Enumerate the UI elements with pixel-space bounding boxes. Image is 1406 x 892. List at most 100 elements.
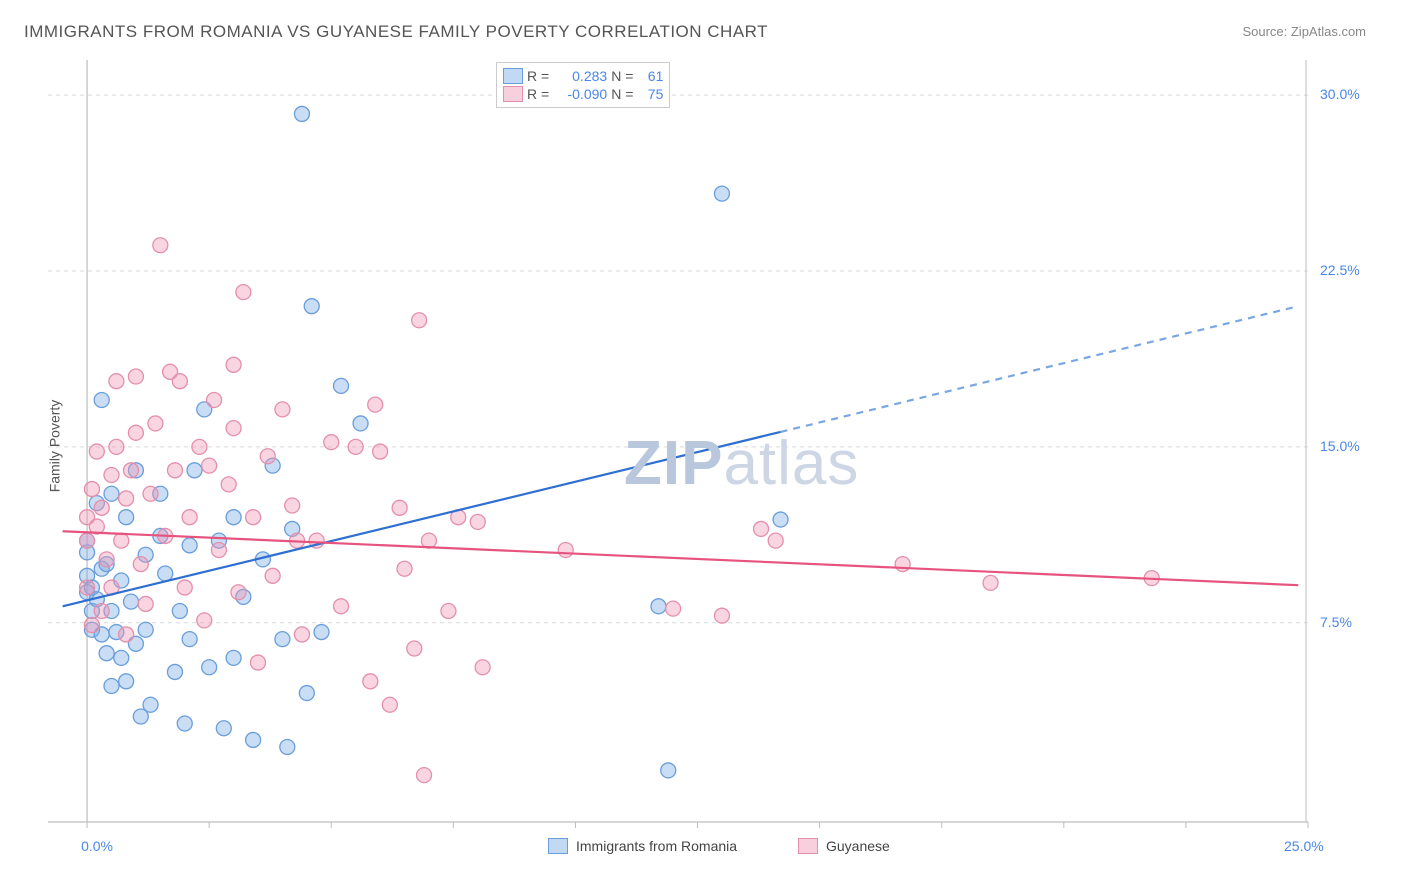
scatter-point-romania (158, 566, 173, 581)
scatter-point-romania (99, 646, 114, 661)
scatter-point-romania (651, 599, 666, 614)
scatter-point-romania (94, 392, 109, 407)
source-label: Source: ZipAtlas.com (1242, 24, 1366, 39)
scatter-point-guyanese (114, 533, 129, 548)
scatter-point-romania (334, 378, 349, 393)
scatter-point-romania (119, 510, 134, 525)
y-tick-label: 7.5% (1320, 614, 1352, 630)
y-tick-label: 22.5% (1320, 262, 1360, 278)
x-tick-max: 25.0% (1284, 838, 1324, 854)
scatter-point-guyanese (104, 467, 119, 482)
scatter-point-romania (124, 594, 139, 609)
scatter-point-guyanese (94, 500, 109, 515)
scatter-point-guyanese (373, 444, 388, 459)
scatter-point-romania (714, 186, 729, 201)
trend-line-dash-romania (781, 306, 1299, 432)
scatter-point-romania (294, 106, 309, 121)
scatter-point-guyanese (202, 458, 217, 473)
scatter-point-guyanese (109, 439, 124, 454)
scatter-point-romania (182, 632, 197, 647)
scatter-point-romania (246, 732, 261, 747)
scatter-point-guyanese (177, 580, 192, 595)
scatter-point-guyanese (368, 397, 383, 412)
scatter-point-guyanese (251, 655, 266, 670)
scatter-point-guyanese (84, 618, 99, 633)
scatter-point-romania (275, 632, 290, 647)
scatter-point-guyanese (80, 580, 95, 595)
scatter-point-guyanese (192, 439, 207, 454)
scatter-point-guyanese (768, 533, 783, 548)
scatter-point-romania (226, 650, 241, 665)
correlation-legend: R = 0.283 N = 61 R = -0.090 N = 75 (496, 62, 670, 108)
scatter-point-guyanese (334, 599, 349, 614)
stat-row-guyanese: R = -0.090 N = 75 (503, 85, 663, 103)
scatter-point-guyanese (197, 613, 212, 628)
scatter-point-romania (773, 512, 788, 527)
scatter-point-guyanese (128, 425, 143, 440)
scatter-point-guyanese (475, 660, 490, 675)
scatter-point-romania (202, 660, 217, 675)
scatter-point-guyanese (441, 603, 456, 618)
page-title: IMMIGRANTS FROM ROMANIA VS GUYANESE FAMI… (24, 22, 768, 42)
scatter-point-guyanese (226, 357, 241, 372)
scatter-point-romania (216, 721, 231, 736)
scatter-point-guyanese (412, 313, 427, 328)
scatter-point-romania (143, 697, 158, 712)
scatter-point-romania (104, 486, 119, 501)
scatter-point-romania (280, 739, 295, 754)
scatter-point-guyanese (231, 585, 246, 600)
scatter-point-guyanese (348, 439, 363, 454)
scatter-point-romania (226, 510, 241, 525)
scatter-point-guyanese (148, 416, 163, 431)
swatch-guyanese (503, 86, 523, 102)
scatter-point-guyanese (285, 498, 300, 513)
scatter-point-guyanese (133, 557, 148, 572)
scatter-point-guyanese (397, 561, 412, 576)
scatter-point-guyanese (470, 514, 485, 529)
scatter-point-guyanese (754, 521, 769, 536)
series-label-guyanese: Guyanese (826, 838, 890, 854)
scatter-point-guyanese (714, 608, 729, 623)
scatter-point-romania (177, 716, 192, 731)
scatter-point-romania (304, 299, 319, 314)
scatter-point-guyanese (417, 768, 432, 783)
scatter-point-guyanese (89, 444, 104, 459)
scatter-point-guyanese (407, 641, 422, 656)
series-legend-guyanese: Guyanese (798, 838, 890, 854)
scatter-point-guyanese (163, 364, 178, 379)
scatter-point-romania (182, 538, 197, 553)
scatter-point-romania (314, 625, 329, 640)
series-label-romania: Immigrants from Romania (576, 838, 737, 854)
scatter-point-guyanese (182, 510, 197, 525)
scatter-point-guyanese (99, 552, 114, 567)
series-legend-romania: Immigrants from Romania (548, 838, 737, 854)
scatter-point-guyanese (983, 575, 998, 590)
scatter-point-guyanese (207, 392, 222, 407)
scatter-point-guyanese (84, 482, 99, 497)
scatter-point-guyanese (124, 463, 139, 478)
scatter-point-guyanese (226, 421, 241, 436)
scatter-point-guyanese (143, 486, 158, 501)
scatter-point-guyanese (558, 543, 573, 558)
swatch-romania (503, 68, 523, 84)
scatter-point-guyanese (119, 627, 134, 642)
scatter-point-guyanese (80, 533, 95, 548)
trend-line-romania (63, 432, 781, 606)
scatter-point-romania (114, 650, 129, 665)
scatter-point-romania (661, 763, 676, 778)
scatter-point-guyanese (211, 543, 226, 558)
scatter-point-guyanese (392, 500, 407, 515)
scatter-point-guyanese (421, 533, 436, 548)
scatter-plot: ZIPatlas R = 0.283 N = 61 R = -0.090 N =… (48, 60, 1308, 822)
scatter-point-guyanese (153, 238, 168, 253)
scatter-point-romania (138, 622, 153, 637)
scatter-point-guyanese (138, 596, 153, 611)
scatter-point-guyanese (324, 435, 339, 450)
scatter-point-romania (119, 674, 134, 689)
scatter-point-guyanese (382, 697, 397, 712)
scatter-point-guyanese (294, 627, 309, 642)
scatter-point-guyanese (246, 510, 261, 525)
scatter-point-guyanese (236, 285, 251, 300)
scatter-point-guyanese (109, 374, 124, 389)
scatter-point-guyanese (260, 449, 275, 464)
